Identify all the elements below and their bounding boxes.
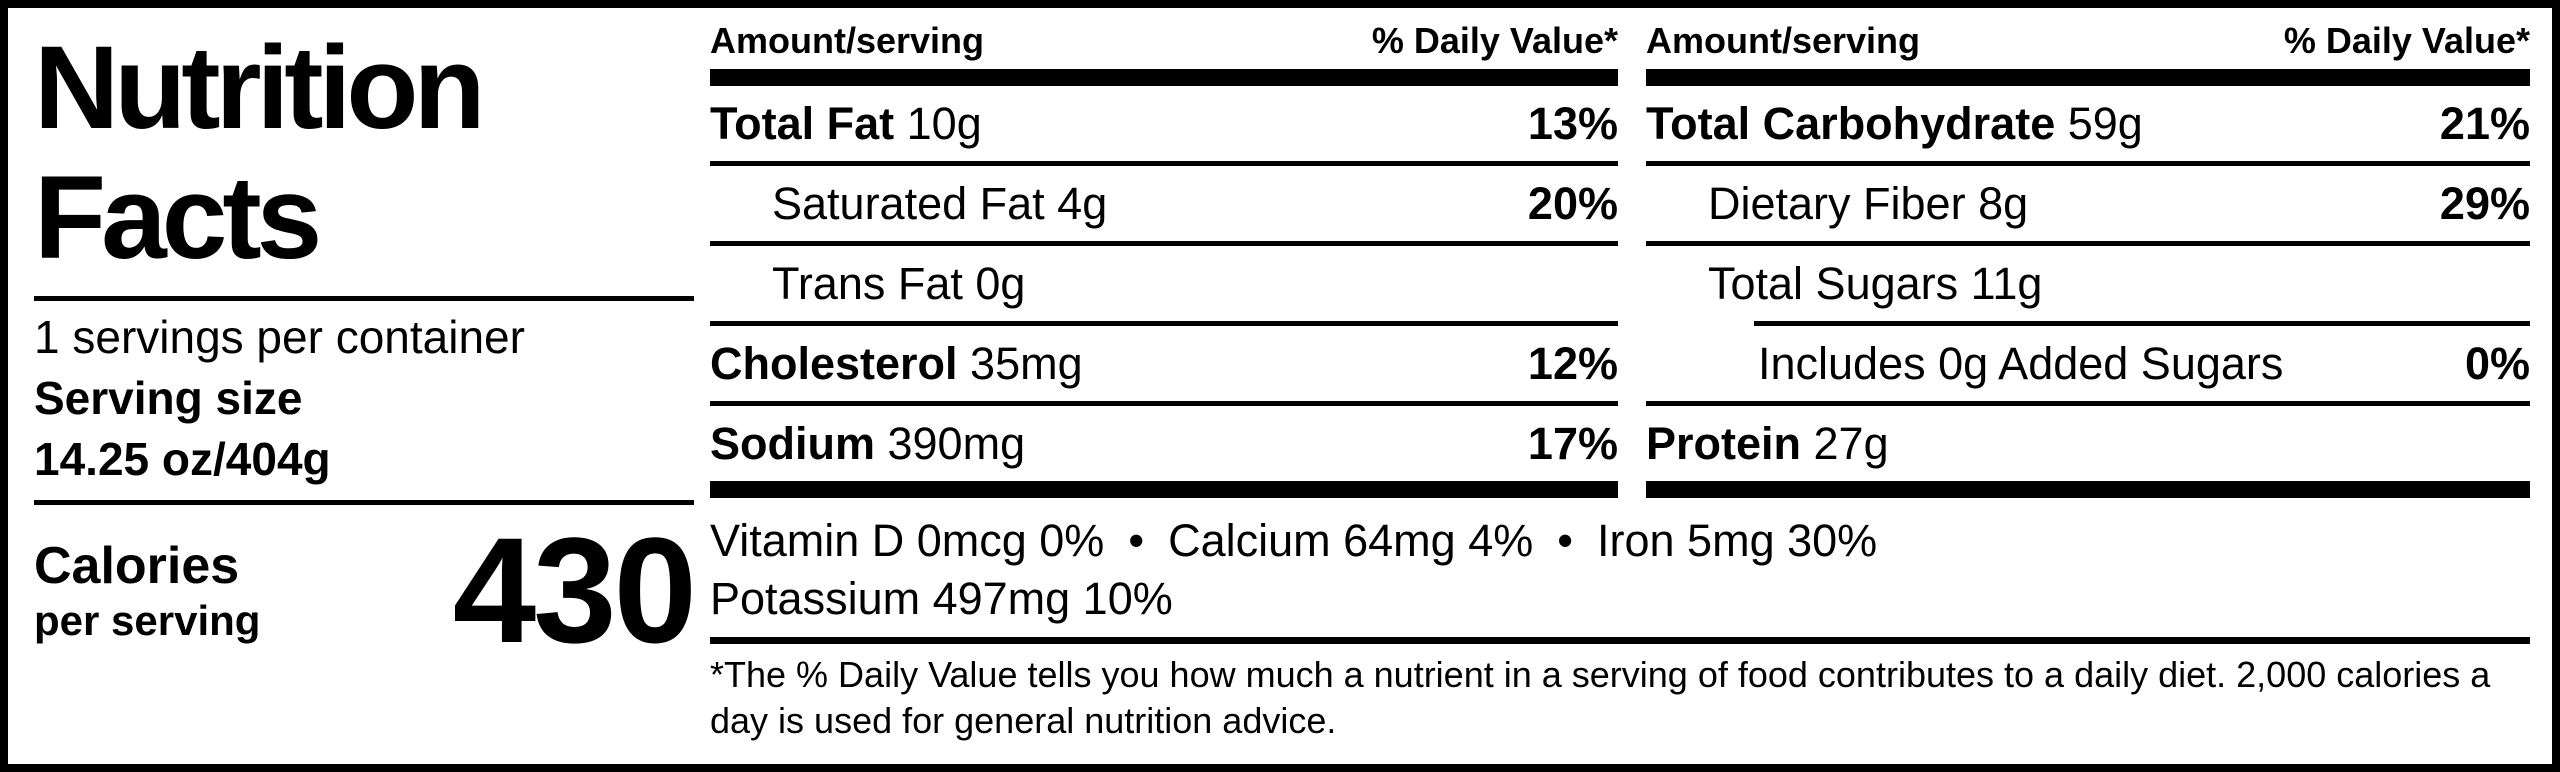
nutrient-column-carb-protein: Amount/serving % Daily Value* Total Carb…: [1646, 20, 2530, 498]
amount-serving-header: Amount/serving: [710, 20, 985, 61]
servings-per-container: 1 servings per container: [34, 310, 525, 363]
nutrient-name: Dietary Fiber 8g: [1708, 177, 2029, 229]
serving-info: 1 servings per container Serving size 14…: [34, 307, 694, 491]
column-header: Amount/serving % Daily Value*: [1646, 20, 2530, 69]
daily-value: 13%: [1527, 97, 1618, 149]
nutrient-name: Total Fat 10g: [710, 97, 982, 149]
table-row-total-sugars: Total Sugars 11g: [1646, 246, 2530, 321]
nutrition-facts-title: Nutrition Facts: [34, 22, 694, 284]
table-row-cholesterol: Cholesterol 35mg 12%: [710, 326, 1618, 401]
calories-label: Calories: [34, 536, 240, 595]
table-row-total-carbohydrate: Total Carbohydrate 59g 21%: [1646, 86, 2530, 161]
daily-value: 0%: [2464, 337, 2530, 389]
divider: [710, 401, 1618, 406]
label-left-column: Nutrition Facts 1 servings per container…: [34, 20, 697, 752]
table-row-dietary-fiber: Dietary Fiber 8g 29%: [1646, 166, 2530, 241]
divider: [34, 500, 694, 506]
iron-value: Iron 5mg 30%: [1597, 515, 1878, 566]
divider: [710, 241, 1618, 246]
calcium-value: Calcium 64mg 4%: [1168, 515, 1534, 566]
divider: [1646, 401, 2530, 406]
table-row-saturated-fat: Saturated Fat 4g 20%: [710, 166, 1618, 241]
daily-value-header: % Daily Value*: [1371, 20, 1618, 61]
divider: [710, 637, 2530, 645]
thick-bar: [710, 69, 1618, 86]
daily-value: 12%: [1527, 337, 1618, 389]
nutrient-name: Total Sugars 11g: [1708, 257, 2043, 309]
serving-size-label: Serving size: [34, 371, 303, 424]
daily-value: 21%: [2439, 97, 2530, 149]
nutrient-name: Total Carbohydrate 59g: [1646, 97, 2143, 149]
nutrient-name: Saturated Fat 4g: [772, 177, 1108, 229]
calories-labels: Calories per serving: [34, 537, 260, 645]
label-main-area: Amount/serving % Daily Value* Total Fat …: [710, 20, 2530, 752]
nutrient-columns: Amount/serving % Daily Value* Total Fat …: [710, 20, 2530, 498]
bullet-separator: •: [1128, 515, 1145, 566]
micronutrients-line-1: Vitamin D 0mcg 0% • Calcium 64mg 4% • Iron 5…: [710, 512, 2530, 570]
nutrient-name: Sodium 390mg: [710, 417, 1026, 469]
nutrient-name: Trans Fat 0g: [772, 257, 1026, 309]
micronutrients-section: Vitamin D 0mcg 0% • Calcium 64mg 4% • Iron 5…: [710, 498, 2530, 627]
title-line-2: Facts: [34, 151, 322, 284]
bullet-separator: •: [1557, 515, 1574, 566]
table-row-trans-fat: Trans Fat 0g: [710, 246, 1618, 321]
thick-bar: [1646, 69, 2530, 86]
daily-value: 29%: [2439, 177, 2530, 229]
table-row-total-fat: Total Fat 10g 13%: [710, 86, 1618, 161]
divider: [710, 321, 1618, 326]
title-line-1: Nutrition: [34, 22, 486, 154]
table-row-sodium: Sodium 390mg 17%: [710, 406, 1618, 481]
divider: [34, 295, 694, 301]
calories-value: 430: [452, 506, 697, 675]
nutrient-name: Protein 27g: [1646, 417, 1889, 469]
table-row-added-sugars: Includes 0g Added Sugars 0%: [1646, 326, 2530, 401]
nutrient-name: Cholesterol 35mg: [710, 337, 1083, 389]
vitamin-d-value: Vitamin D 0mcg 0%: [710, 515, 1105, 566]
amount-serving-header: Amount/serving: [1646, 20, 1921, 61]
potassium-value: Potassium 497mg 10%: [710, 572, 1173, 624]
divider: [710, 161, 1618, 166]
thick-bar: [1646, 481, 2530, 498]
daily-value-header: % Daily Value*: [2283, 20, 2530, 61]
column-header: Amount/serving % Daily Value*: [710, 20, 1618, 69]
thick-bar: [710, 481, 1618, 498]
daily-value: 20%: [1527, 177, 1618, 229]
nutrient-name: Includes 0g Added Sugars: [1758, 337, 2284, 389]
calories-section: Calories per serving 430: [34, 506, 697, 675]
serving-size-value: 14.25 oz/404g: [34, 432, 331, 485]
micronutrients-line-2: Potassium 497mg 10%: [710, 570, 2530, 628]
daily-value: 17%: [1527, 417, 1618, 469]
table-row-protein: Protein 27g: [1646, 406, 2530, 481]
calories-sublabel: per serving: [34, 596, 261, 644]
divider: [1646, 241, 2530, 246]
divider: [1754, 321, 2530, 326]
nutrient-column-fat-sodium: Amount/serving % Daily Value* Total Fat …: [710, 20, 1618, 498]
daily-value-footnote: *The % Daily Value tells you how much a …: [710, 654, 2491, 741]
divider: [1646, 161, 2530, 166]
